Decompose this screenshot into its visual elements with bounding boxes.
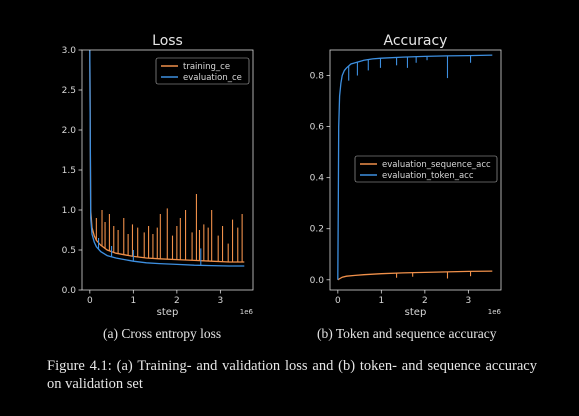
accuracy-chart: 0 1 2 3 0.0 0.2 0.4 0.6 0.8 Accuracy step 1e6 evalua… [310, 33, 502, 318]
y-tick-label: 2.0 [62, 126, 77, 136]
x-tick-label: 2 [422, 296, 428, 306]
y-tick-label: 1.0 [62, 206, 77, 216]
y-tick-label: 0.8 [310, 72, 325, 82]
y-tick-label: 1.5 [62, 166, 76, 176]
legend-label: training_ce [183, 62, 230, 72]
plot-frame [329, 49, 502, 291]
y-tick-label: 0.5 [62, 246, 76, 256]
series-line-evaluation_sequence_acc [337, 270, 493, 281]
x-tick-label: 0 [87, 296, 93, 306]
legend-box [155, 57, 250, 85]
x-tick-label: 1 [378, 296, 384, 306]
x-scale-label: 1e6 [240, 308, 254, 316]
subcaption-a: (a) Cross entropy loss [103, 326, 222, 341]
x-tick-label: 3 [465, 296, 471, 306]
y-tick-label: 0.0 [62, 286, 77, 296]
series-line-training_ce [89, 49, 245, 263]
y-tick-label: 2.5 [62, 86, 76, 96]
x-tick-label: 2 [174, 296, 180, 306]
y-tick-label: 0.6 [310, 123, 325, 133]
legend-label: evaluation_sequence_acc [382, 160, 491, 170]
y-tick-label: 0.0 [310, 276, 325, 286]
chart-title: Accuracy [384, 33, 448, 49]
figure-caption: Figure 4.1: (a) Training- and validation… [47, 358, 537, 392]
legend-label: evaluation_token_acc [382, 171, 474, 181]
subcaption-b: (b) Token and sequence accuracy [317, 326, 497, 341]
x-tick-label: 0 [335, 296, 341, 306]
loss-chart: 0 1 2 3 0.0 0.5 1.0 1.5 2.0 2.5 3.0 Loss step 1e6 trai… [62, 33, 254, 318]
figure-canvas: 0 1 2 3 0.0 0.5 1.0 1.5 2.0 2.5 3.0 Loss step 1e6 trai… [62, 33, 502, 318]
legend-box [354, 155, 498, 183]
legend-label: evaluation_ce [183, 73, 242, 83]
x-tick-label: 3 [217, 296, 223, 306]
x-axis-label: step [157, 307, 179, 318]
x-tick-label: 1 [130, 296, 136, 306]
x-axis-label: step [405, 307, 427, 318]
chart-title: Loss [152, 33, 183, 49]
y-tick-label: 0.2 [310, 225, 324, 235]
y-tick-label: 0.4 [310, 174, 325, 184]
series-line-evaluation_token_acc [337, 54, 493, 280]
y-tick-label: 3.0 [62, 46, 77, 56]
x-scale-label: 1e6 [488, 308, 502, 316]
series-line-evaluation_ce [89, 49, 245, 267]
